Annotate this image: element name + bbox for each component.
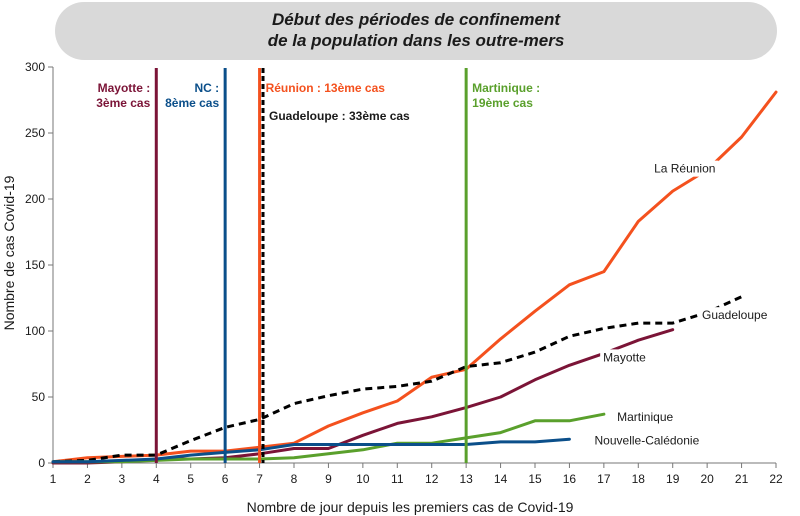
marker-label-nouvelle-caledonie: 8ème cas	[165, 96, 219, 110]
series-label-mayotte: Mayotte	[603, 350, 646, 364]
x-tick-label: 14	[494, 472, 508, 486]
x-tick-label: 19	[666, 472, 680, 486]
series-label-bg	[600, 349, 650, 366]
y-tick-label: 200	[25, 192, 45, 206]
series-label-reunion: La Réunion	[654, 162, 715, 176]
marker-label-martinique: 19ème cas	[472, 96, 533, 110]
series-line-reunion	[51, 90, 778, 464]
y-tick-label: 50	[32, 390, 46, 404]
series-label-nouvelle-caledonie: Nouvelle-Calédonie	[595, 434, 700, 448]
series-label-bg	[698, 307, 771, 324]
x-tick-label: 15	[528, 472, 542, 486]
x-tick-label: 12	[425, 472, 439, 486]
y-tick-label: 100	[25, 324, 45, 338]
series-labels: La Réunion Guadeloupe Mayotte Martinique Nou…	[591, 160, 771, 449]
y-axis-title: Nombre de cas Covid-19	[1, 175, 17, 330]
series-label-bg	[614, 408, 677, 425]
x-tick-label: 6	[222, 472, 229, 486]
y-tick-label: 250	[25, 126, 45, 140]
x-tick-label: 3	[119, 472, 126, 486]
marker-label-mayotte: 3ème cas	[96, 96, 150, 110]
chart-title-banner: Début des périodes de confinement de la …	[55, 2, 777, 60]
marker-label-mayotte: Mayotte :	[98, 81, 151, 95]
series-label-guadeloupe: Guadeloupe	[702, 308, 768, 322]
marker-label-martinique: Martinique :	[472, 81, 540, 95]
y-tick-label: 150	[25, 258, 45, 272]
x-tick-label: 16	[563, 472, 577, 486]
series-label-martinique: Martinique	[617, 410, 673, 424]
x-tick-label: 17	[597, 472, 611, 486]
chart-title-line-2: de la population dans les outre-mers	[267, 31, 565, 50]
x-tick-label: 4	[153, 472, 160, 486]
y-tick-label: 300	[25, 60, 45, 74]
x-tick-label: 1	[50, 472, 57, 486]
x-tick-label: 9	[325, 472, 332, 486]
y-tick-label: 0	[38, 456, 45, 470]
marker-label-nouvelle-caledonie: NC :	[194, 81, 219, 95]
chart-title-line-1: Début des périodes de confinement	[271, 10, 561, 29]
x-tick-label: 11	[391, 472, 404, 486]
x-tick-label: 8	[291, 472, 298, 486]
series-lines	[51, 90, 778, 465]
x-tick-label: 20	[700, 472, 714, 486]
x-tick-label: 5	[187, 472, 194, 486]
marker-label-guadeloupe: Guadeloupe : 33ème cas	[269, 109, 410, 123]
x-tick-label: 22	[769, 472, 783, 486]
series-label-bg	[591, 432, 703, 449]
x-tick-label: 10	[356, 472, 370, 486]
x-tick-label: 2	[84, 472, 91, 486]
x-tick-label: 13	[459, 472, 473, 486]
series-label-bg	[651, 160, 719, 177]
series-line-nouvelle-caledonie	[51, 437, 571, 464]
x-tick-label: 18	[632, 472, 646, 486]
x-tick-label: 7	[256, 472, 263, 486]
x-axis-title: Nombre de jour depuis les premiers cas d…	[247, 499, 574, 515]
marker-label-reunion: Réunion : 13ème cas	[266, 81, 386, 95]
event-markers: Mayotte :3ème cas NC :8ème cas Réunion : 1…	[96, 68, 540, 463]
x-tick-label: 21	[735, 472, 749, 486]
